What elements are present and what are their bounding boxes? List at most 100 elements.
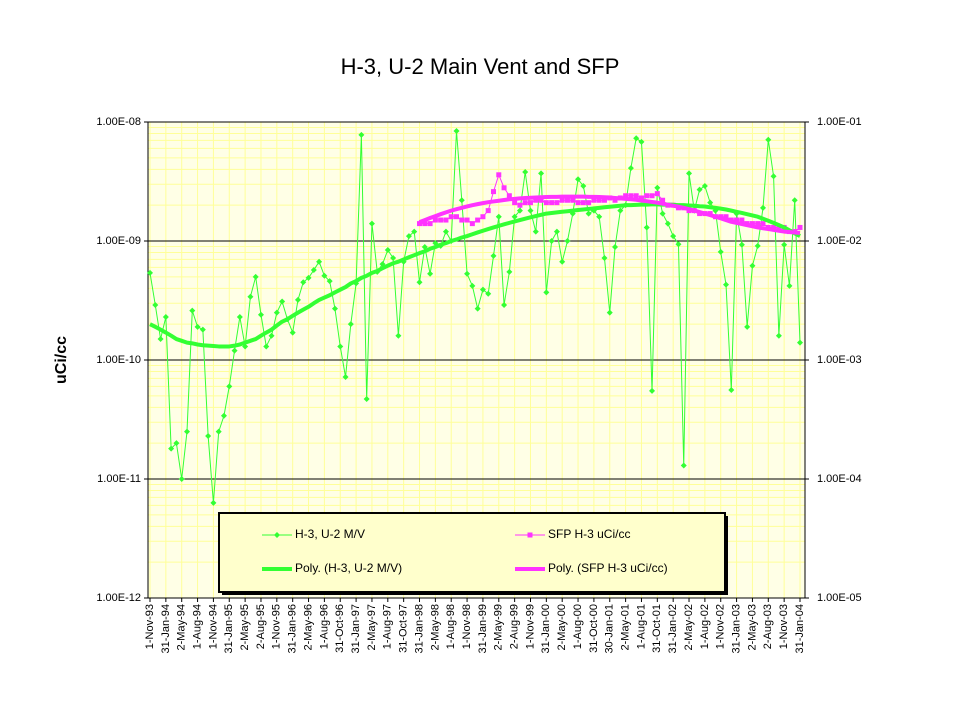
point xyxy=(474,305,481,312)
point xyxy=(268,332,275,339)
point xyxy=(686,170,693,177)
point xyxy=(363,396,370,403)
point xyxy=(755,221,761,227)
point xyxy=(501,185,507,191)
x-tick-label: 1-Aug-00 xyxy=(572,604,584,649)
x-tick-label: 2-May-99 xyxy=(493,604,505,650)
x-tick-label: 31-Oct-00 xyxy=(588,604,600,653)
point xyxy=(701,182,708,189)
point xyxy=(644,193,650,199)
point xyxy=(337,343,344,350)
x-tick-label: 31-Oct-97 xyxy=(398,604,410,653)
point xyxy=(205,432,212,439)
y-tick-label: 1.00E-12 xyxy=(96,592,141,604)
point xyxy=(480,214,486,220)
point xyxy=(416,279,423,286)
point xyxy=(776,224,782,230)
point xyxy=(490,189,496,195)
x-tick-label: 2-Aug-03 xyxy=(762,604,774,649)
point xyxy=(231,347,238,354)
point xyxy=(517,202,523,208)
point xyxy=(438,217,444,223)
x-tick-label: 1-Aug-94 xyxy=(191,604,203,649)
point xyxy=(427,221,433,227)
point xyxy=(723,281,730,288)
point xyxy=(680,462,687,469)
point xyxy=(717,248,724,255)
point xyxy=(638,195,644,201)
point xyxy=(326,278,333,285)
point xyxy=(533,197,539,203)
y2-tick-label: 1.00E-02 xyxy=(817,235,862,247)
point xyxy=(543,289,550,296)
x-tick-label: 31-Jan-99 xyxy=(477,604,489,654)
x-tick-label: 1-Nov-95 xyxy=(271,604,283,649)
point xyxy=(538,170,545,177)
y2-tick-label: 1.00E-03 xyxy=(817,354,862,366)
legend: H-3, U-2 M/V SFP H-3 uCi/cc Poly. (H-3, U-… xyxy=(218,512,728,595)
point xyxy=(580,182,587,189)
x-tick-label: 2-May-01 xyxy=(620,604,632,650)
point xyxy=(459,217,465,223)
point xyxy=(199,326,206,333)
x-tick-label: 1-Nov-03 xyxy=(778,604,790,649)
point xyxy=(173,440,180,447)
point xyxy=(612,197,618,203)
point xyxy=(458,197,465,204)
point xyxy=(448,214,454,220)
point xyxy=(485,208,491,214)
point xyxy=(749,221,755,227)
point xyxy=(638,138,645,145)
point xyxy=(543,200,549,206)
point xyxy=(210,499,217,506)
point xyxy=(554,200,560,206)
x-tick-label: 1-Aug-02 xyxy=(699,604,711,649)
legend-box xyxy=(218,512,726,593)
point xyxy=(606,309,613,316)
point xyxy=(633,193,639,199)
point xyxy=(422,221,428,227)
point xyxy=(649,387,656,394)
y2-tick-label: 1.00E-01 xyxy=(817,116,862,128)
point xyxy=(475,217,481,223)
point xyxy=(279,298,286,305)
point xyxy=(501,301,508,308)
point xyxy=(310,267,317,274)
x-tick-label: 1-Aug-98 xyxy=(445,604,457,649)
x-tick-label: 1-Nov-94 xyxy=(207,604,219,649)
point xyxy=(453,128,460,135)
point xyxy=(316,258,323,265)
point xyxy=(744,323,751,330)
point xyxy=(358,131,365,138)
x-tick-label: 1-Nov-98 xyxy=(461,604,473,649)
x-tick-label: 2-May-02 xyxy=(683,604,695,650)
point xyxy=(527,200,533,206)
x-tick-label: 1-Aug-97 xyxy=(382,604,394,649)
x-tick-label: 2-May-00 xyxy=(556,604,568,650)
point xyxy=(527,207,534,214)
point xyxy=(633,135,640,142)
point xyxy=(649,193,655,199)
point xyxy=(273,309,280,316)
point xyxy=(469,221,475,227)
point xyxy=(147,269,153,276)
point xyxy=(390,254,397,261)
point xyxy=(749,262,756,269)
point xyxy=(183,428,190,435)
point xyxy=(527,532,533,538)
x-tick-label: 2-May-96 xyxy=(302,604,314,650)
point xyxy=(559,258,566,265)
point xyxy=(469,282,476,289)
point xyxy=(321,272,328,279)
point xyxy=(553,228,560,235)
legend-label: SFP H-3 uCi/cc xyxy=(548,527,630,541)
point xyxy=(781,241,788,248)
point xyxy=(575,200,581,206)
point xyxy=(368,220,375,227)
x-tick-label: 1-Aug-01 xyxy=(635,604,647,649)
point xyxy=(660,197,666,203)
point xyxy=(405,233,412,240)
point xyxy=(512,200,518,206)
point xyxy=(786,282,793,289)
point xyxy=(194,323,201,330)
